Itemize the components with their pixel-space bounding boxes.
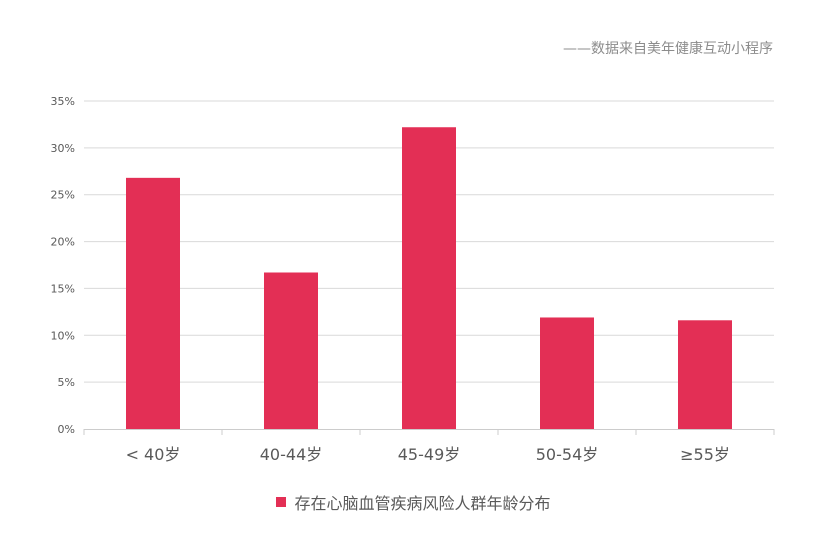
y-tick-label: 0%: [58, 423, 75, 436]
bar: [264, 272, 318, 429]
y-tick-label: 35%: [51, 95, 75, 108]
x-tick-label: ≥55岁: [680, 445, 730, 464]
x-tick-label: < 40岁: [126, 445, 181, 464]
x-axis: [83, 429, 775, 435]
y-tick-label: 15%: [51, 282, 75, 295]
x-tick-label: 50-54岁: [536, 445, 599, 464]
bars: [126, 127, 732, 430]
bar: [402, 127, 456, 430]
x-tick-label: 40-44岁: [260, 445, 323, 464]
bar: [126, 177, 180, 429]
bar: [678, 320, 732, 429]
legend-swatch: [276, 497, 287, 507]
y-tick-label: 30%: [51, 142, 75, 155]
y-tick-label: 10%: [51, 329, 75, 342]
legend-label: 存在心脑血管疾病风险人群年龄分布: [294, 494, 551, 513]
source-note: ——数据来自美年健康互动小程序: [563, 41, 773, 57]
bar-chart: 0% 5% 10% 15% 20% 25% 30% 35% < 40岁 40-44岁 45-49岁…: [51, 95, 775, 464]
y-tick-label: 5%: [58, 376, 75, 389]
x-tick-label: 45-49岁: [398, 445, 461, 464]
y-tick-label: 25%: [51, 189, 75, 202]
y-tick-label: 20%: [51, 236, 75, 249]
x-axis-ticks: < 40岁 40-44岁 45-49岁 50-54岁 ≥55岁: [126, 445, 730, 464]
y-axis-ticks: 0% 5% 10% 15% 20% 25% 30% 35%: [51, 95, 75, 436]
bar: [540, 317, 594, 429]
legend: 存在心脑血管疾病风险人群年龄分布: [0, 490, 827, 514]
